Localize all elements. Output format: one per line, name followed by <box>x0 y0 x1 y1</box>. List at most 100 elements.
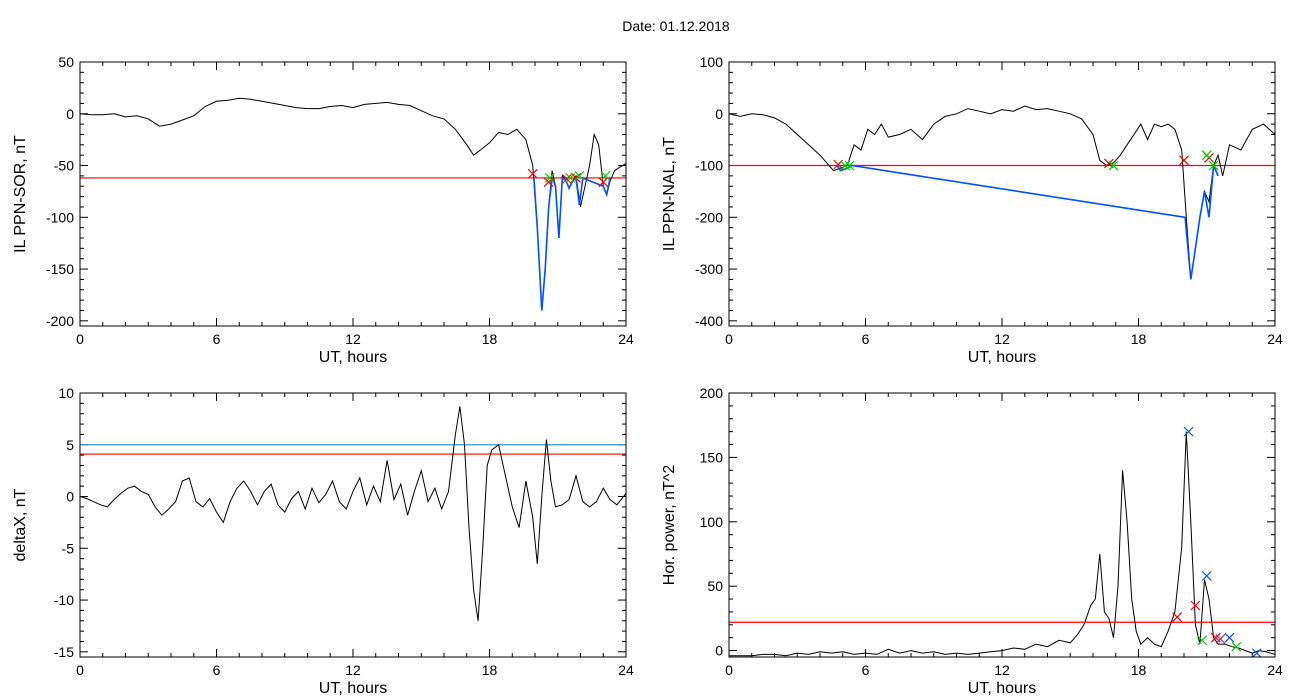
y-tick-label: 0 <box>66 489 74 505</box>
marker-stroke <box>1201 570 1212 581</box>
series-line-blue <box>836 164 1219 280</box>
x-tick-label: 6 <box>213 331 221 347</box>
marker-green <box>544 173 555 183</box>
plot-frame <box>79 61 627 327</box>
marker-green <box>1201 150 1212 161</box>
marker-stroke <box>844 160 855 171</box>
y-tick-label: 200 <box>700 385 724 401</box>
marker-stroke <box>544 173 555 183</box>
y-axis-label: IL PPN-NAL, nT <box>661 137 678 251</box>
x-tick-label: 12 <box>994 662 1010 678</box>
marker-stroke <box>1197 635 1208 646</box>
x-tick-label: 12 <box>345 662 361 678</box>
y-tick-label: -300 <box>695 261 723 277</box>
marker-stroke <box>1224 632 1235 643</box>
series-group <box>729 105 1275 280</box>
marker-red <box>1172 612 1183 623</box>
marker-red <box>1179 155 1189 166</box>
series-line-black <box>729 105 1275 280</box>
y-tick-label: -50 <box>54 158 74 174</box>
series-line-black <box>729 431 1275 657</box>
marker-stroke <box>561 174 572 184</box>
y-tick-label: -100 <box>46 209 74 225</box>
marker-stroke <box>1252 648 1262 657</box>
series-line-black <box>80 406 626 621</box>
marker-red <box>1190 600 1201 611</box>
plot-frame <box>728 392 1276 658</box>
x-tick-label: 24 <box>1267 331 1283 347</box>
x-tick-label: 12 <box>994 331 1010 347</box>
y-axis-label: Hor. power, nT^2 <box>661 465 678 586</box>
marker-green <box>840 160 850 171</box>
x-tick-label: 18 <box>1131 662 1147 678</box>
series-line-blue <box>533 174 611 311</box>
x-axis-label: UT, hours <box>968 349 1036 366</box>
y-tick-label: -10 <box>54 592 74 608</box>
x-tick-label: 24 <box>618 662 634 678</box>
marker-stroke <box>840 160 850 171</box>
x-tick-label: 24 <box>1267 662 1283 678</box>
plot-frame <box>79 392 627 658</box>
x-tick-label: 6 <box>862 331 870 347</box>
y-tick-label: 100 <box>700 514 724 530</box>
marker-stroke <box>1172 612 1183 623</box>
x-tick-label: 6 <box>213 662 221 678</box>
x-axis-label: UT, hours <box>319 349 387 366</box>
y-tick-label: -200 <box>695 209 723 225</box>
y-tick-label: -150 <box>46 261 74 277</box>
marker-stroke <box>1179 155 1189 166</box>
marker-blue <box>1183 426 1194 437</box>
y-tick-label: 100 <box>700 54 724 70</box>
marker-stroke <box>565 173 576 183</box>
marker-red <box>561 174 572 184</box>
marker-green <box>565 173 576 183</box>
marker-blue <box>1251 648 1262 657</box>
marker-stroke <box>1104 158 1114 169</box>
y-tick-label: -15 <box>54 644 74 660</box>
y-tick-label: 0 <box>66 106 74 122</box>
x-tick-label: 18 <box>1131 331 1147 347</box>
marker-green <box>574 170 585 181</box>
y-tick-label: -400 <box>695 313 723 329</box>
chart-panel-deltax: 0 6 12 18 24 10 5 0 -5 -10 -15 UT, hours deltaX, nT <box>12 385 634 697</box>
y-tick-label: -200 <box>46 313 74 329</box>
x-axis-label: UT, hours <box>319 680 387 697</box>
marker-green <box>600 170 611 181</box>
y-tick-label: -100 <box>695 158 723 174</box>
chart-panel-ppn-sor: 0 6 12 18 24 50 0 -50 -100 -150 -200 UT, hours IL PP… <box>12 54 634 366</box>
marker-stroke <box>1231 641 1242 652</box>
x-tick-label: 12 <box>345 331 361 347</box>
marker-green <box>1197 635 1208 646</box>
marker-stroke <box>600 170 611 181</box>
y-tick-label: 50 <box>58 54 74 70</box>
x-tick-label: 0 <box>76 331 84 347</box>
marker-green <box>1231 641 1242 652</box>
chart-panel-hor-power: 0 6 12 18 24 200 150 100 50 0 UT, hours Hor. power,… <box>661 385 1283 697</box>
y-tick-label: 0 <box>715 106 723 122</box>
x-tick-label: 0 <box>725 331 733 347</box>
x-tick-label: 18 <box>482 662 498 678</box>
marker-stroke <box>1190 600 1201 611</box>
x-axis-label: UT, hours <box>968 680 1036 697</box>
x-tick-label: 18 <box>482 331 498 347</box>
x-tick-label: 6 <box>862 662 870 678</box>
series-group <box>80 97 626 311</box>
marker-green <box>1208 160 1219 171</box>
marker-blue <box>1201 570 1212 581</box>
marker-stroke <box>1108 160 1119 171</box>
marker-stroke <box>1210 632 1221 643</box>
x-tick-label: 24 <box>618 331 634 347</box>
series-group <box>729 426 1275 657</box>
marker-blue <box>1224 632 1235 643</box>
marker-stroke <box>574 170 585 181</box>
y-tick-label: 150 <box>700 449 724 465</box>
marker-green <box>1108 160 1119 171</box>
marker-stroke <box>1183 426 1194 437</box>
marker-red <box>527 168 538 179</box>
series-group <box>80 406 626 621</box>
marker-purple <box>1215 634 1226 644</box>
y-tick-label: 5 <box>66 437 74 453</box>
y-tick-label: 10 <box>58 385 74 401</box>
marker-stroke <box>1201 150 1212 161</box>
